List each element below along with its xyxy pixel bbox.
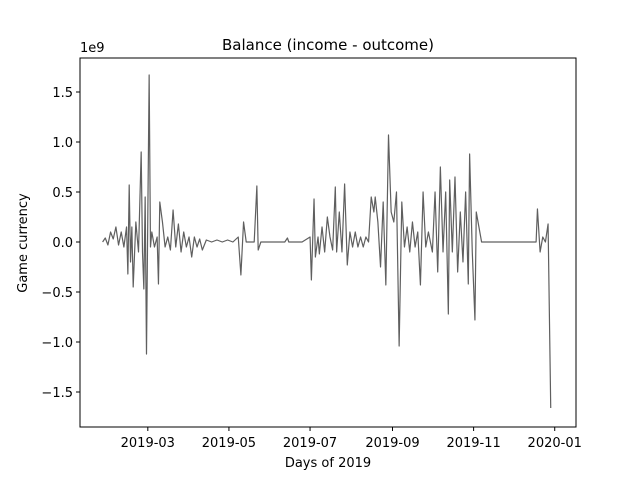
y-tick-label: −0.5 (41, 286, 73, 301)
y-tick-label: −1.0 (41, 336, 73, 351)
y-axis-label: Game currency (16, 193, 31, 293)
x-tick-label: 2019-09 (365, 436, 419, 451)
x-tick-label: 2019-07 (283, 436, 337, 451)
x-tick-label: 2019-03 (121, 436, 175, 451)
plot-frame (79, 57, 577, 428)
y-tick-label: 0.5 (52, 186, 73, 201)
x-tick-label: 2019-05 (202, 436, 256, 451)
balance-line (102, 74, 552, 409)
x-axis-label: Days of 2019 (285, 456, 371, 471)
y-tick-label: −1.5 (41, 386, 73, 401)
y-tick-label: 0.0 (52, 236, 73, 251)
x-tick-label: 2019-11 (446, 436, 500, 451)
y-offset-label: 1e9 (80, 41, 105, 56)
y-tick-label: 1.5 (52, 86, 73, 101)
x-tick-label: 2020-01 (528, 436, 582, 451)
y-tick-label: 1.0 (52, 136, 73, 151)
chart-title: Balance (income - outcome) (222, 36, 434, 54)
